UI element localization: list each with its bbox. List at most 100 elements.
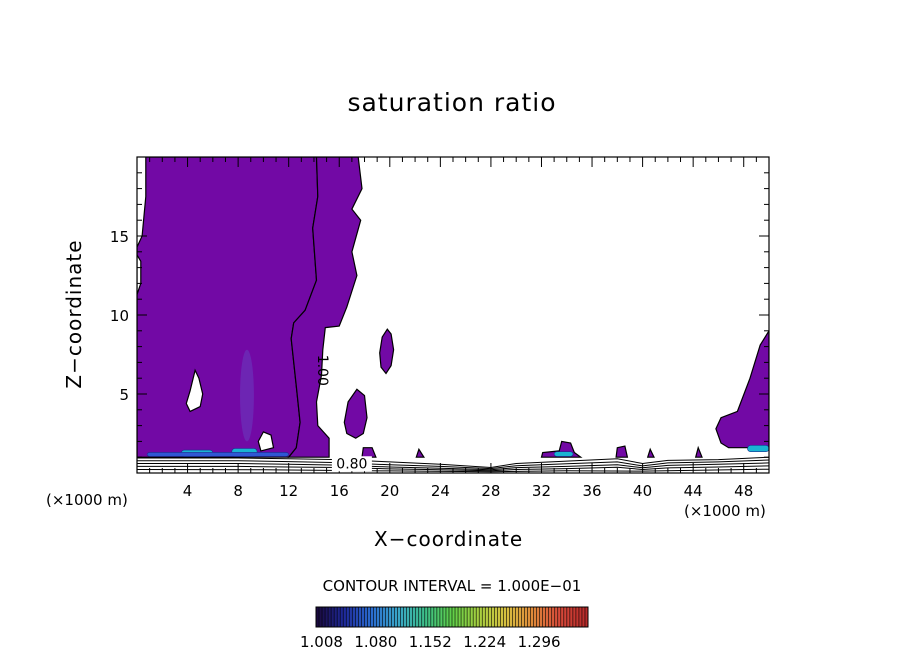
region-right-of-column bbox=[287, 157, 363, 458]
colorbar-tick-label: 1.080 bbox=[354, 633, 398, 651]
colorbar-cell bbox=[391, 607, 395, 627]
colorbar-cell bbox=[515, 607, 519, 627]
colorbar-cell bbox=[349, 607, 353, 627]
colorbar-cell bbox=[346, 607, 350, 627]
x-tick-label: 8 bbox=[233, 482, 243, 500]
colorbar-cell bbox=[533, 607, 537, 627]
chart-title: saturation ratio bbox=[347, 88, 557, 117]
x-tick-label: 48 bbox=[734, 482, 753, 500]
colorbar-cell bbox=[491, 607, 495, 627]
colorbar-cell bbox=[328, 607, 332, 627]
colorbar-cell bbox=[566, 607, 571, 627]
colorbar-cell bbox=[467, 607, 471, 627]
colorbar-cell bbox=[548, 607, 553, 627]
colorbar-cell bbox=[539, 607, 543, 627]
colorbar-cell bbox=[358, 607, 362, 627]
colorbar-cell bbox=[364, 607, 368, 627]
colorbar-cell bbox=[442, 607, 447, 627]
x-tick-label: 20 bbox=[380, 482, 399, 500]
colorbar-cell bbox=[452, 607, 456, 627]
colorbar-cell bbox=[388, 607, 392, 627]
colorbar-cell bbox=[521, 607, 525, 627]
x-tick-label: 44 bbox=[684, 482, 703, 500]
y-tick-label: 5 bbox=[119, 386, 129, 404]
colorbar-cell bbox=[572, 607, 577, 627]
x-axis-label: X−coordinate bbox=[374, 527, 524, 551]
colorbar-cell bbox=[406, 607, 410, 627]
region-bump-44 bbox=[694, 445, 703, 458]
colorbar-cell bbox=[479, 607, 483, 627]
colorbar-cell bbox=[464, 607, 468, 627]
colorbar-cell bbox=[400, 607, 404, 627]
faint-plume bbox=[240, 349, 254, 442]
colorbar-cell bbox=[337, 607, 341, 627]
contour-line-iso-2 bbox=[137, 459, 769, 470]
colorbar bbox=[315, 606, 589, 628]
x-tick-label: 12 bbox=[279, 482, 298, 500]
region-blob-18 bbox=[379, 328, 395, 375]
colorbar-cell bbox=[403, 607, 407, 627]
colorbar-tick-label: 1.152 bbox=[408, 633, 452, 651]
colorbar-cell bbox=[458, 607, 462, 627]
colorbar-cell bbox=[488, 607, 492, 627]
colorbar-cell bbox=[355, 607, 359, 627]
x-tick-label: 40 bbox=[633, 482, 652, 500]
contour-line-iso-1 bbox=[137, 456, 769, 469]
colorbar-frame bbox=[315, 606, 589, 628]
colorbar-tick-label: 1.296 bbox=[517, 633, 561, 651]
hole-near-x4 bbox=[185, 368, 204, 413]
x-tick-label: 32 bbox=[532, 482, 551, 500]
hole-left-edge bbox=[137, 253, 142, 295]
colorbar-cell bbox=[367, 607, 371, 627]
colorbar-cell bbox=[379, 607, 383, 627]
colorbar-cell bbox=[427, 607, 432, 627]
colorbar-cell bbox=[445, 607, 450, 627]
colorbar-cell bbox=[331, 607, 335, 627]
colorbar-cell bbox=[325, 607, 329, 627]
contour-interval-text: CONTOUR INTERVAL = 1.000E−01 bbox=[322, 577, 582, 595]
colorbar-cell bbox=[322, 607, 326, 627]
low-level-band-3 bbox=[553, 451, 574, 457]
colorbar-cell bbox=[424, 607, 429, 627]
x-tick-label: 24 bbox=[431, 482, 450, 500]
colorbar-cell bbox=[506, 607, 510, 627]
colorbar-cell bbox=[382, 607, 386, 627]
colorbar-cell bbox=[385, 607, 389, 627]
colorbar-cell bbox=[376, 607, 380, 627]
colorbar-cell bbox=[461, 607, 465, 627]
colorbar-cell bbox=[343, 607, 347, 627]
colorbar-cell bbox=[340, 607, 344, 627]
y-tick-label: 10 bbox=[110, 307, 129, 325]
region-blob-17 bbox=[343, 388, 368, 439]
x-tick-label: 4 bbox=[183, 482, 193, 500]
colorbar-cell bbox=[578, 607, 583, 627]
colorbar-cell bbox=[503, 607, 507, 627]
colorbar-cell bbox=[409, 607, 414, 627]
colorbar-cell bbox=[415, 607, 420, 627]
colorbar-cell bbox=[319, 607, 323, 627]
colorbar-cell bbox=[473, 607, 477, 627]
colorbar-cell bbox=[569, 607, 574, 627]
colorbar-tick-label: 1.008 bbox=[300, 633, 343, 651]
colorbar-cell bbox=[545, 607, 550, 627]
colorbar-cell bbox=[530, 607, 534, 627]
colorbar-cell bbox=[476, 607, 480, 627]
colorbar-cell bbox=[433, 607, 438, 627]
x-tick-label: 16 bbox=[330, 482, 349, 500]
region-right-edge bbox=[715, 329, 769, 449]
colorbar-cell bbox=[560, 607, 565, 627]
colorbar-cell bbox=[551, 607, 556, 627]
colorbar-cell bbox=[500, 607, 504, 627]
colorbar-cell bbox=[418, 607, 423, 627]
colorbar-cell bbox=[536, 607, 540, 627]
region-left-column bbox=[137, 157, 319, 458]
colorbar-cell bbox=[557, 607, 562, 627]
low-level-band-4 bbox=[747, 445, 769, 452]
colorbar-cell bbox=[439, 607, 444, 627]
colorbar-cell bbox=[352, 607, 356, 627]
colorbar-cell bbox=[430, 607, 435, 627]
colorbar-cell bbox=[518, 607, 522, 627]
colorbar-cell bbox=[455, 607, 459, 627]
colorbar-cell bbox=[584, 607, 589, 627]
